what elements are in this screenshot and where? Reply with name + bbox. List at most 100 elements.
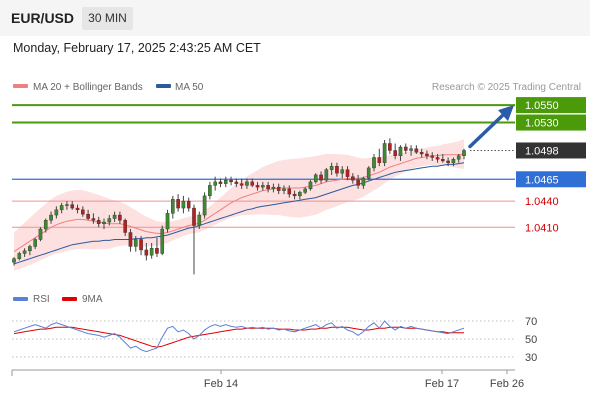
candle-down: [377, 157, 382, 163]
ma20-legend-swatch: [13, 84, 28, 88]
candle-down: [255, 185, 260, 188]
time-axis: Feb 14 Feb 17 Feb 26: [11, 369, 524, 390]
candle-up: [372, 157, 376, 169]
candle-up: [208, 185, 212, 197]
candle-up: [456, 155, 461, 160]
candle-up: [261, 185, 265, 188]
candle-down: [335, 165, 339, 174]
candle-down: [139, 239, 143, 251]
ma50-line: [13, 162, 465, 265]
credit-text: Research © 2025 Trading Central: [432, 82, 581, 93]
candle-up: [282, 188, 286, 191]
candle-up: [324, 169, 329, 181]
candle-up: [202, 195, 207, 216]
candle-down: [292, 193, 297, 197]
candle-down: [144, 249, 149, 256]
bollinger-band: [14, 139, 464, 271]
candle-up: [38, 228, 43, 240]
candle-up: [303, 188, 307, 193]
rsi-tick-label: 30: [525, 352, 537, 364]
candle-up: [17, 253, 22, 259]
candle-down: [319, 174, 323, 181]
level-label: 1.0530: [525, 118, 559, 130]
timeframe-button[interactable]: 30 MIN: [82, 7, 133, 30]
target-level-tag: [516, 97, 586, 114]
candle-up: [366, 167, 371, 179]
candle-up: [112, 214, 117, 219]
candle-down: [86, 213, 90, 219]
candle-down: [287, 188, 292, 195]
target-level-tag: [516, 114, 586, 131]
candle-up: [65, 204, 69, 206]
candle-down: [414, 148, 419, 153]
candle-up: [313, 174, 318, 183]
candle-up: [451, 158, 456, 163]
main-panel: 1.0550 1.0530 1.0498 1.0465 1.0440 1.0410: [12, 97, 586, 275]
candle-up: [271, 186, 276, 190]
level-label: 1.0410: [525, 222, 559, 234]
candle-down: [356, 179, 360, 186]
candle-up: [54, 209, 59, 216]
ma9-legend-swatch: [62, 297, 77, 301]
rsi-legend-label: RSI: [33, 294, 50, 305]
level-label: 1.0498: [525, 145, 559, 157]
candle-up: [213, 181, 217, 186]
candle-up: [22, 250, 27, 254]
candle-up: [59, 205, 64, 211]
candle-up: [49, 214, 53, 221]
candle-down: [234, 181, 239, 184]
candle-down: [91, 218, 96, 221]
candle-down: [81, 209, 85, 215]
candle-down: [239, 183, 244, 186]
candle-up: [165, 213, 170, 230]
candle-down: [419, 152, 424, 155]
symbol-title: EUR/USD: [11, 10, 75, 26]
candle-up: [12, 258, 16, 263]
candle-up: [340, 169, 345, 174]
level-label: 1.0465: [525, 174, 559, 186]
rsi-panel: 70 50 30: [12, 316, 537, 364]
target-arrow-head: [498, 105, 514, 122]
candle-up: [245, 181, 249, 186]
candle-down: [176, 199, 180, 209]
candle-up: [462, 150, 466, 156]
candle-down: [276, 186, 281, 191]
candle-down: [430, 155, 435, 158]
rsi-tick-label: 50: [525, 334, 537, 346]
candle-down: [96, 220, 101, 224]
time-tick-label: Feb 26: [490, 378, 524, 390]
candle-down: [123, 220, 127, 233]
candle-up: [149, 248, 154, 256]
level-label: 1.0550: [525, 100, 559, 112]
current-price-tag: [516, 142, 586, 159]
candle-down: [403, 146, 408, 151]
candle-down: [118, 214, 122, 221]
candle-up: [102, 221, 106, 224]
candle-down: [446, 160, 450, 163]
ma20-legend-label: MA 20 + Bollinger Bands: [33, 82, 143, 93]
candle-up: [107, 218, 112, 223]
candle-up: [409, 148, 413, 151]
candle-down: [393, 150, 397, 156]
candle-up: [382, 143, 387, 163]
time-tick-label: Feb 14: [204, 378, 238, 390]
candle-up: [329, 165, 334, 170]
candle-down: [425, 153, 429, 156]
rsi-legend-swatch: [13, 297, 28, 301]
candle-up: [308, 181, 313, 190]
target-arrow-shaft: [468, 111, 507, 149]
ma9-line: [13, 326, 464, 348]
candle-down: [435, 157, 440, 160]
candle-up: [298, 192, 302, 197]
candle-down: [75, 207, 80, 211]
candle-up: [28, 246, 32, 252]
candle-down: [250, 181, 255, 186]
pivot-level-tag: [516, 171, 586, 188]
level-label: 1.0440: [525, 196, 559, 208]
ma50-legend-label: MA 50: [175, 82, 204, 93]
rsi-tick-label: 70: [525, 316, 537, 328]
candle-up: [171, 199, 175, 214]
candle-up: [33, 239, 37, 247]
candle-down: [351, 176, 355, 181]
